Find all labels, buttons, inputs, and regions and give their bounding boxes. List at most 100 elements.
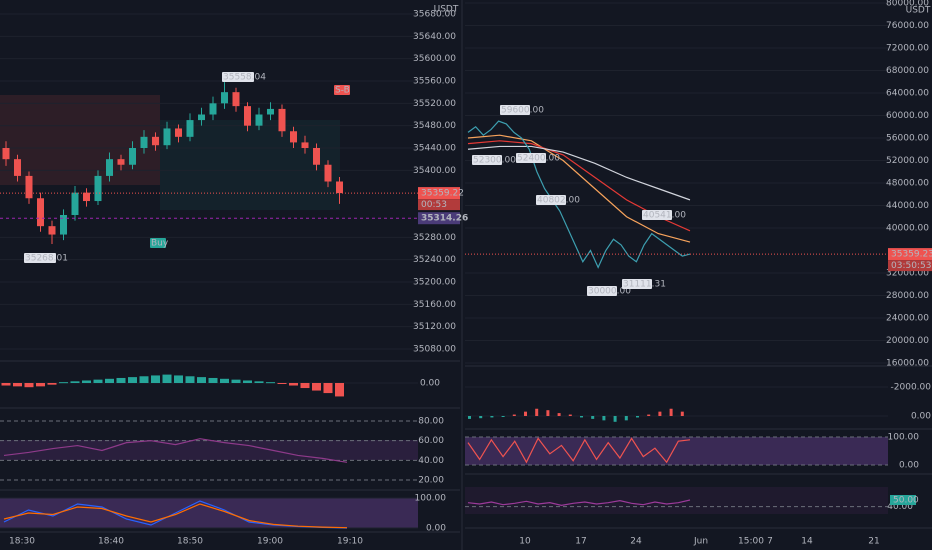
price-tag bbox=[888, 248, 932, 261]
price-tag bbox=[418, 187, 460, 200]
macd-bar bbox=[174, 375, 183, 383]
y-tick-label: 0.00 bbox=[899, 461, 919, 471]
y-tick-label: 76000.00 bbox=[886, 21, 929, 31]
annotation-box bbox=[536, 195, 566, 205]
y-tick-label: 16000.00 bbox=[886, 359, 929, 369]
countdown-label: 03:50:53 bbox=[891, 261, 931, 271]
candle-body bbox=[37, 198, 44, 227]
candle-body bbox=[301, 142, 309, 148]
annotation-box bbox=[587, 286, 617, 296]
macd-bar bbox=[524, 411, 527, 416]
y-tick-label: 35440.00 bbox=[413, 144, 456, 154]
macd-bar bbox=[323, 383, 333, 394]
y-tick-label: 0.00 bbox=[426, 524, 446, 534]
macd-bar bbox=[647, 414, 651, 416]
time-label: 19:10 bbox=[337, 537, 363, 547]
y-tick-label: 40.00 bbox=[418, 456, 444, 466]
candle-body bbox=[175, 128, 182, 137]
countdown-label: 00:53 bbox=[421, 200, 447, 210]
y-tick-label: 20.00 bbox=[418, 476, 444, 486]
countdown-tag bbox=[418, 199, 460, 211]
moving-average bbox=[467, 145, 691, 201]
candle-body bbox=[324, 164, 332, 182]
macd-bar bbox=[602, 416, 606, 421]
candle-body bbox=[198, 114, 205, 121]
rsi-band bbox=[465, 487, 888, 514]
annotation-box bbox=[622, 279, 652, 289]
stoch-line bbox=[467, 437, 691, 464]
annotation-label: S-B bbox=[335, 86, 350, 96]
macd-bar bbox=[47, 383, 57, 385]
y-tick-label: 20000.00 bbox=[886, 336, 929, 346]
macd-bar bbox=[591, 416, 595, 419]
macd-bar bbox=[162, 374, 172, 383]
rsi-tag-label: 50.00 bbox=[893, 496, 919, 506]
annotation-label: 40541.00 bbox=[643, 211, 686, 221]
annotation-box bbox=[516, 153, 546, 163]
annotation-box bbox=[150, 238, 166, 248]
y-tick-label: 35080.00 bbox=[413, 345, 456, 355]
macd-bar bbox=[658, 411, 662, 416]
macd-bar bbox=[468, 416, 471, 419]
rsi-line bbox=[467, 499, 691, 506]
level-tag bbox=[418, 212, 460, 225]
time-label: 7 bbox=[767, 537, 773, 547]
candle-body bbox=[221, 92, 228, 104]
candle-body bbox=[94, 175, 102, 202]
y-tick-label: 100.00 bbox=[888, 433, 920, 443]
time-label: 17 bbox=[575, 537, 586, 547]
candle-body bbox=[255, 114, 263, 126]
price-tag-label: 35359.23 bbox=[891, 250, 932, 260]
annotation-box bbox=[500, 105, 530, 115]
annotation-box bbox=[642, 210, 672, 220]
macd-bar bbox=[613, 416, 617, 422]
macd-bar bbox=[580, 416, 583, 418]
y-tick-label: 0.00 bbox=[911, 412, 931, 422]
time-label: 18:40 bbox=[98, 537, 124, 547]
macd-bar bbox=[105, 378, 114, 383]
y-tick-label: 48000.00 bbox=[886, 179, 929, 189]
candle-body bbox=[163, 128, 171, 146]
time-label: 18:50 bbox=[177, 537, 203, 547]
annotation-box bbox=[222, 72, 254, 82]
macd-bar bbox=[535, 408, 539, 416]
currency-label: USDT bbox=[434, 5, 459, 15]
annotation-label: 35558.04 bbox=[223, 73, 266, 83]
y-tick-label: 44000.00 bbox=[886, 201, 929, 211]
macd-bar bbox=[512, 414, 516, 416]
annotation-box bbox=[472, 155, 502, 165]
macd-bar bbox=[266, 382, 275, 384]
y-tick-label: 60000.00 bbox=[886, 111, 929, 121]
macd-bar bbox=[82, 380, 91, 383]
annotation-label: 31111.31 bbox=[623, 280, 666, 290]
y-tick-label: 35560.00 bbox=[413, 77, 456, 87]
macd-bar bbox=[151, 375, 160, 383]
candle-body bbox=[313, 148, 320, 165]
candle-body bbox=[140, 136, 148, 148]
macd-bar bbox=[59, 382, 68, 384]
y-tick-label: 0.00 bbox=[420, 379, 440, 389]
y-tick-label: 35240.00 bbox=[413, 255, 456, 265]
moving-average bbox=[467, 134, 691, 243]
y-tick-label: 100.00 bbox=[415, 494, 447, 504]
candle-body bbox=[290, 131, 297, 143]
y-tick-label: 60.00 bbox=[418, 436, 444, 446]
stoch-band bbox=[465, 437, 888, 465]
countdown-tag bbox=[888, 260, 932, 272]
y-tick-label: 35680.00 bbox=[413, 10, 456, 20]
annotation-label: Buy bbox=[151, 239, 169, 249]
y-tick-label: 80.00 bbox=[418, 417, 444, 427]
macd-bar bbox=[680, 411, 684, 416]
y-tick-label: 35280.00 bbox=[413, 233, 456, 243]
macd-bar bbox=[243, 380, 252, 383]
macd-bar bbox=[557, 413, 561, 416]
macd-bar bbox=[254, 381, 264, 383]
macd-bar bbox=[300, 383, 310, 389]
price-line bbox=[467, 120, 691, 269]
price-tag-label: 35359.22 bbox=[421, 189, 464, 199]
macd-bar bbox=[13, 383, 22, 387]
candle-body bbox=[2, 148, 10, 160]
y-tick-label: 35600.00 bbox=[413, 54, 456, 64]
time-label: Jun bbox=[693, 537, 708, 547]
